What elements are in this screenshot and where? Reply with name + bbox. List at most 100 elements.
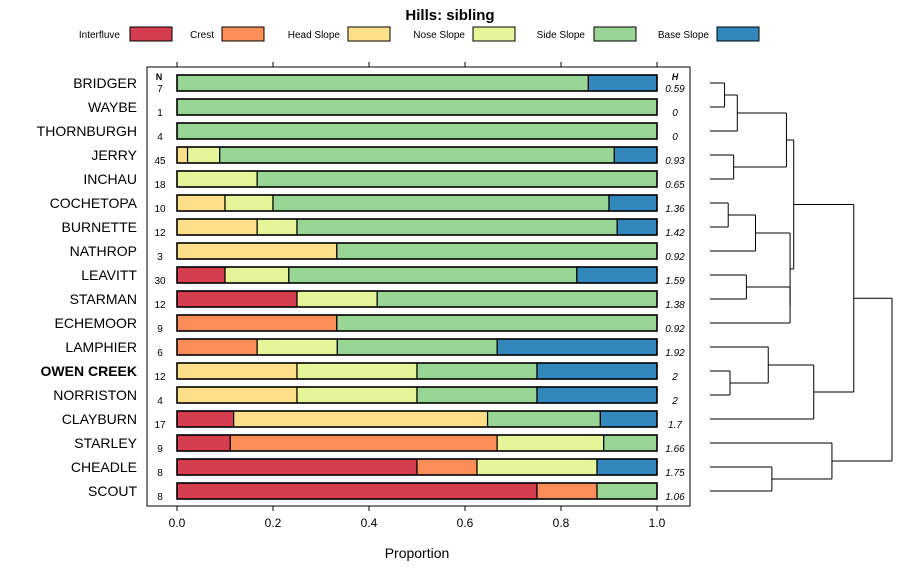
bar-outline — [176, 290, 658, 308]
bar-outline — [176, 362, 658, 380]
h-value: 1.66 — [665, 444, 685, 455]
bar-outline — [176, 386, 658, 404]
bar-row: BURNETTE 12 1.42 — [62, 218, 685, 239]
bar-segment-base-slope — [616, 218, 658, 236]
h-value: 1.42 — [665, 228, 685, 239]
bar-outline — [176, 410, 658, 428]
row-label: INCHAU — [83, 171, 137, 187]
h-value: 1.38 — [665, 300, 685, 311]
bar-segment-nose-slope — [296, 290, 378, 308]
legend: Interfluve Crest Head Slope Nose Slope Side … — [79, 26, 760, 42]
h-value: 1.92 — [665, 348, 685, 359]
row-label: CHEADLE — [71, 459, 137, 475]
bar-outline — [176, 218, 658, 236]
bar-segment-head-slope — [176, 362, 298, 380]
bar-segment-side-slope — [272, 194, 610, 212]
legend-swatch-crest — [221, 26, 265, 42]
bar-segment-nose-slope — [186, 146, 221, 164]
bar-segment-interfluve — [176, 290, 298, 308]
bar-row: OWEN CREEK 12 2 — [41, 362, 678, 383]
bar-segment-base-slope — [596, 458, 658, 476]
n-value: 3 — [157, 252, 163, 263]
bar-segment-interfluve — [176, 482, 538, 500]
h-value: 0 — [672, 132, 678, 143]
legend-swatch-interfluve — [129, 26, 173, 42]
bar-segment-head-slope — [176, 242, 338, 260]
legend-label-nose-slope: Nose Slope — [413, 30, 465, 41]
x-tick-label: 0.0 — [169, 516, 186, 530]
bar-segment-head-slope — [233, 410, 489, 428]
n-value: 8 — [157, 468, 163, 479]
bar-outline — [176, 314, 658, 332]
n-value: 17 — [154, 420, 166, 431]
row-label: STARMAN — [70, 291, 137, 307]
bar-segment-side-slope — [336, 338, 498, 356]
bar-segment-head-slope — [176, 218, 258, 236]
bar-segment-interfluve — [176, 458, 418, 476]
n-value: 4 — [157, 396, 163, 407]
h-value: 0.93 — [665, 156, 685, 167]
bar-segment-side-slope — [416, 362, 538, 380]
bar-row: BRIDGER 7 0.59 — [73, 74, 685, 95]
bar-segment-side-slope — [176, 98, 658, 116]
row-label: NORRISTON — [53, 387, 137, 403]
x-tick-label: 0.2 — [265, 516, 282, 530]
bar-segment-nose-slope — [224, 194, 274, 212]
bar-segment-nose-slope — [176, 170, 258, 188]
row-label: OWEN CREEK — [41, 363, 137, 379]
bar-segment-side-slope — [176, 122, 658, 140]
bar-outline — [176, 74, 658, 92]
h-value: 1.06 — [665, 492, 685, 503]
bar-segment-side-slope — [376, 290, 658, 308]
h-value: 1.36 — [665, 204, 685, 215]
bar-row: SCOUT 8 1.06 — [88, 482, 685, 503]
bar-row: STARMAN 12 1.38 — [70, 290, 685, 311]
n-value: 30 — [154, 276, 166, 287]
bar-row: JERRY 45 0.93 — [91, 146, 685, 167]
x-axis-label: Proportion — [385, 545, 450, 561]
n-value: 12 — [154, 228, 166, 239]
bar-segment-base-slope — [496, 338, 658, 356]
x-tick-label: 0.8 — [553, 516, 570, 530]
legend-label-crest: Crest — [190, 30, 214, 41]
bar-outline — [176, 482, 658, 500]
bar-segment-side-slope — [219, 146, 615, 164]
bar-segment-head-slope — [176, 194, 226, 212]
h-value: 1.59 — [665, 276, 685, 287]
bar-segment-crest — [536, 482, 598, 500]
bar-segment-base-slope — [599, 410, 658, 428]
legend-label-side-slope: Side Slope — [537, 30, 586, 41]
bar-outline — [176, 338, 658, 356]
bar-segment-base-slope — [536, 362, 658, 380]
h-value: 0.65 — [665, 180, 685, 191]
bar-segment-head-slope — [176, 386, 298, 404]
row-label: CLAYBURN — [62, 411, 137, 427]
row-label: SCOUT — [88, 483, 137, 499]
bar-row: ECHEMOOR 9 0.92 — [55, 314, 685, 335]
n-value: 9 — [157, 324, 163, 335]
bar-segment-side-slope — [296, 218, 618, 236]
bar-outline — [176, 146, 658, 164]
h-value: 2 — [671, 396, 678, 407]
bar-row: THORNBURGH 4 0 — [37, 122, 678, 143]
bar-row: CHEADLE 8 1.75 — [71, 458, 685, 479]
row-label: ECHEMOOR — [55, 315, 137, 331]
bar-segment-base-slope — [576, 266, 658, 284]
bar-outline — [176, 434, 658, 452]
bar-segment-interfluve — [176, 410, 235, 428]
bar-segment-base-slope — [608, 194, 658, 212]
row-label: WAYBE — [88, 99, 137, 115]
row-label: NATHROP — [70, 243, 137, 259]
h-value: 0.59 — [665, 84, 685, 95]
bar-segment-head-slope — [176, 146, 189, 164]
bar-row: NORRISTON 4 2 — [53, 386, 678, 407]
bar-segment-side-slope — [288, 266, 578, 284]
bar-segment-base-slope — [587, 74, 658, 92]
h-value: 0 — [672, 108, 678, 119]
bar-outline — [176, 242, 658, 260]
bar-segment-crest — [416, 458, 478, 476]
n-value: 8 — [157, 492, 163, 503]
bar-row: LEAVITT 30 1.59 — [81, 266, 685, 287]
legend-label-base-slope: Base Slope — [658, 30, 710, 41]
